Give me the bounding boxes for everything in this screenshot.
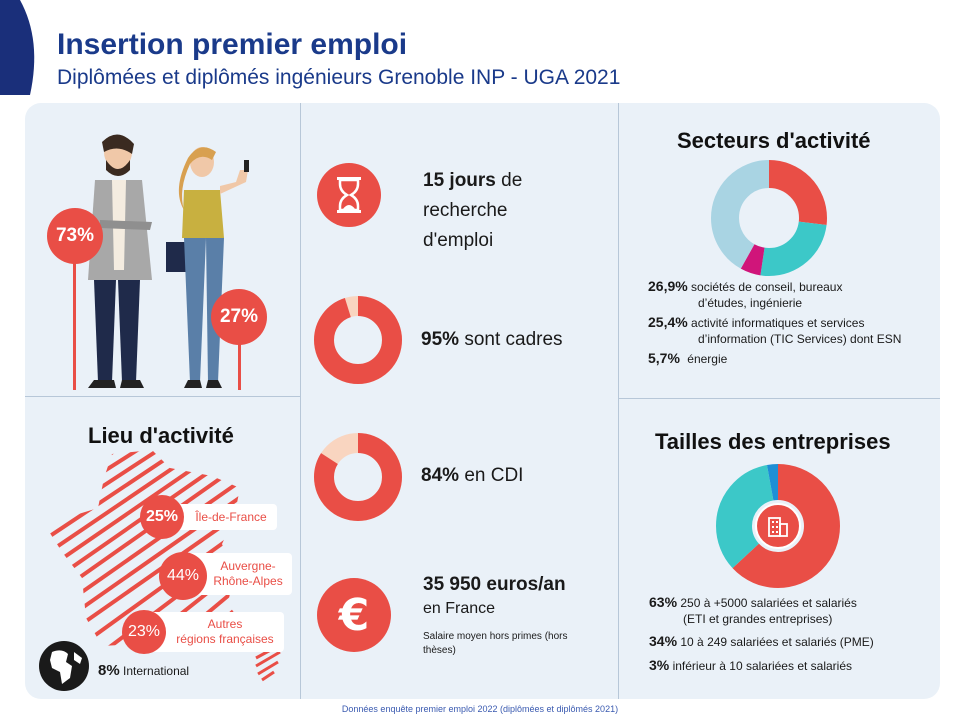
men-stick bbox=[73, 250, 76, 390]
salary-value: 35 950 euros/an bbox=[423, 574, 566, 595]
search-line3: d'emploi bbox=[423, 230, 494, 251]
salary-note: Salaire moyen hors primes (hors thèses) bbox=[423, 631, 568, 656]
men-percentage: 73% bbox=[47, 208, 103, 264]
secteurs-legend: 26,9% sociétés de conseil, bureaux d’étu… bbox=[648, 276, 901, 369]
cadres-stat: 95% sont cadres bbox=[421, 329, 563, 351]
secteur-pct-2: 25,4% bbox=[648, 314, 688, 330]
women-percentage: 27% bbox=[211, 289, 267, 345]
tailles-slice-2 bbox=[716, 464, 840, 588]
divider-left bbox=[300, 103, 301, 699]
divider-left-h bbox=[25, 396, 300, 397]
cdi-stat: 84% en CDI bbox=[421, 465, 523, 487]
taille-label-2: 10 à 249 salariées et salariés (PME) bbox=[680, 635, 874, 649]
search-days: 15 jours bbox=[423, 170, 496, 191]
secteurs-heading: Secteurs d'activité bbox=[677, 128, 871, 153]
salary-line2: en France bbox=[423, 600, 496, 617]
divider-right bbox=[618, 103, 619, 699]
taille-pct-2: 34% bbox=[649, 633, 678, 649]
region-label-other-line1: Autres bbox=[207, 617, 243, 631]
tailles-legend: 63% 250 à +5000 salariées et salariés (E… bbox=[649, 592, 874, 676]
taille-item-1: 63% 250 à +5000 salariées et salariés bbox=[649, 592, 874, 613]
taille-label-1a: 250 à +5000 salariées et salariés bbox=[680, 596, 857, 610]
secteur-label-3: énergie bbox=[687, 352, 728, 366]
cadres-value: 95% bbox=[421, 329, 460, 350]
hourglass-icon bbox=[317, 163, 381, 227]
region-pct-idf: 25% bbox=[140, 495, 184, 539]
globe-icon bbox=[39, 641, 89, 691]
secteur-label-2b: d’information (TIC Services) dont ESN bbox=[698, 332, 902, 346]
corner-decoration bbox=[0, 0, 35, 95]
secteurs-slice-other bbox=[711, 160, 827, 276]
cadres-arc bbox=[314, 296, 402, 384]
euro-icon: € bbox=[317, 578, 391, 652]
cadres-text: sont cadres bbox=[464, 329, 563, 350]
search-text: de bbox=[501, 170, 523, 191]
secteurs-donut bbox=[711, 160, 827, 276]
region-label-other-line2: régions françaises bbox=[176, 632, 274, 646]
region-label-ara-line1: Auvergne- bbox=[220, 559, 276, 573]
taille-label-1b: (ETI et grandes entreprises) bbox=[683, 612, 833, 626]
region-pct-other: 23% bbox=[122, 610, 166, 654]
content-panel bbox=[25, 103, 940, 699]
region-label-other: Autres régions françaises bbox=[148, 612, 284, 652]
cadres-donut bbox=[314, 296, 402, 384]
cdi-arc bbox=[314, 433, 402, 521]
women-stick bbox=[238, 338, 241, 390]
region-pct-ara: 44% bbox=[159, 552, 207, 600]
region-label-ara-line2: Rhône-Alpes bbox=[213, 574, 283, 588]
taille-pct-1: 63% bbox=[649, 594, 678, 610]
lieu-heading: Lieu d'activité bbox=[88, 423, 234, 448]
search-line2: recherche bbox=[423, 200, 508, 221]
people-illustration bbox=[88, 134, 249, 388]
secteur-pct-3: 5,7% bbox=[648, 350, 680, 366]
secteur-label-1b: d’études, ingénierie bbox=[698, 296, 803, 310]
region-label-idf: Île-de-France bbox=[167, 504, 277, 530]
salary-stat: 35 950 euros/an en France Salaire moyen … bbox=[423, 574, 593, 658]
page-title: Insertion premier emploi bbox=[57, 28, 408, 61]
tailles-slice-3 bbox=[716, 464, 840, 588]
cdi-donut bbox=[314, 433, 402, 521]
secteur-item-2: 25,4% activité informatiques et services bbox=[648, 312, 901, 333]
building-icon bbox=[768, 517, 788, 537]
secteur-item-3: 5,7% énergie bbox=[648, 348, 901, 369]
page-subtitle: Diplômées et diplômés ingénieurs Grenobl… bbox=[57, 66, 621, 89]
international-row: 8% International bbox=[98, 662, 189, 679]
taille-item-2: 34% 10 à 249 salariées et salariés (PME) bbox=[649, 631, 874, 652]
footer-note: Données enquête premier emploi 2022 (dip… bbox=[341, 704, 619, 714]
taille-pct-3: 3% bbox=[649, 657, 670, 673]
svg-text:€: € bbox=[338, 590, 370, 641]
secteurs-slice-2 bbox=[711, 160, 827, 276]
international-label: International bbox=[123, 664, 190, 678]
cdi-text: en CDI bbox=[464, 465, 524, 486]
secteur-item-1: 26,9% sociétés de conseil, bureaux bbox=[648, 276, 901, 297]
search-stat: 15 jours de recherche d'emploi bbox=[423, 166, 522, 256]
taille-label-3: inférieur à 10 salariées et salariés bbox=[672, 659, 853, 673]
taille-item-3: 3% inférieur à 10 salariées et salariés bbox=[649, 655, 874, 676]
cdi-value: 84% bbox=[421, 465, 460, 486]
tailles-heading: Tailles des entreprises bbox=[655, 429, 891, 454]
divider-right-h bbox=[618, 398, 940, 399]
international-pct: 8% bbox=[98, 662, 120, 679]
secteur-label-1a: sociétés de conseil, bureaux bbox=[691, 280, 843, 294]
secteur-pct-1: 26,9% bbox=[648, 278, 688, 294]
secteur-label-2a: activité informatiques et services bbox=[691, 316, 865, 330]
